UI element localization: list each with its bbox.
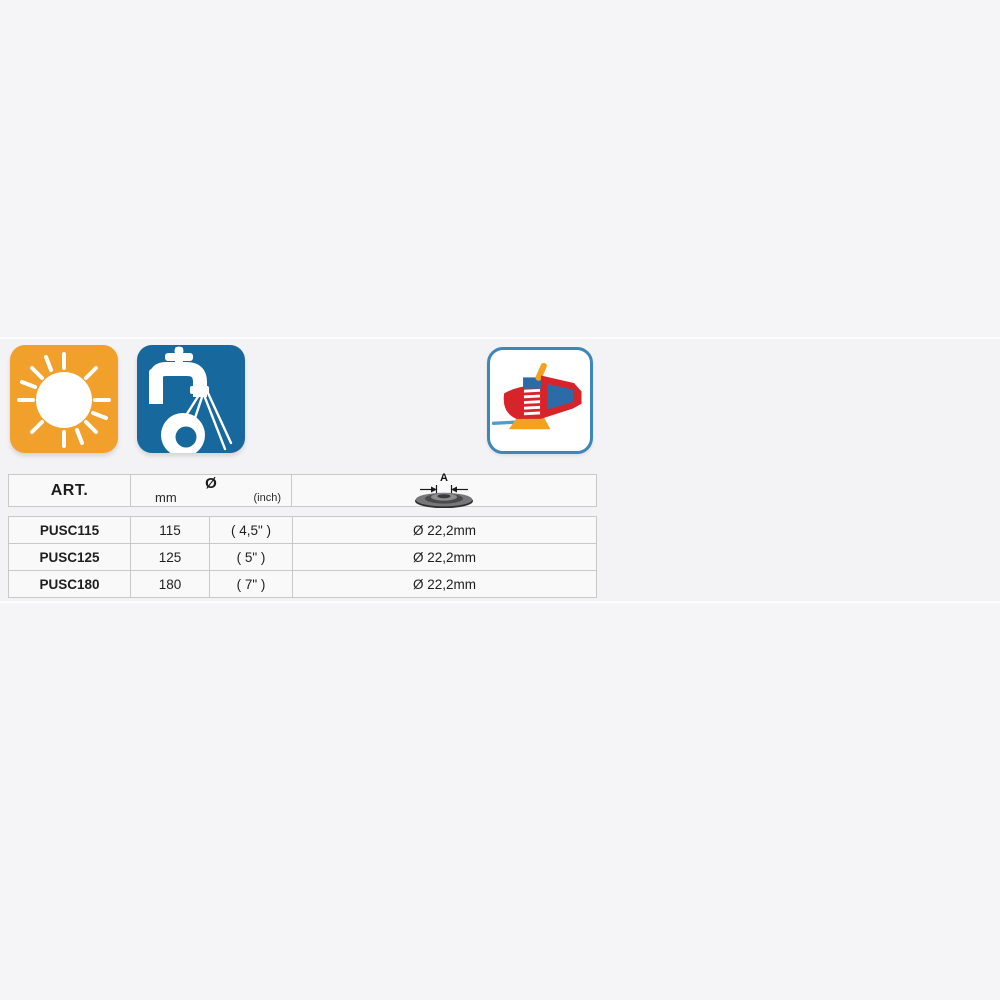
cell-mm: 125 — [131, 544, 210, 570]
header-unit-inch: (inch) — [253, 492, 281, 504]
band-separator-bottom — [0, 601, 1000, 603]
sun-icon — [10, 345, 118, 453]
cell-mm: 115 — [131, 517, 210, 543]
cell-article: PUSC125 — [9, 544, 131, 570]
header-diameter-group: Ø mm (inch) — [131, 475, 292, 506]
table-row: PUSC115 115 ( 4,5" ) Ø 22,2mm — [9, 517, 596, 543]
cell-mm: 180 — [131, 571, 210, 597]
table-row: PUSC125 125 ( 5" ) Ø 22,2mm — [9, 543, 596, 570]
sun-icon-graphic — [17, 352, 111, 448]
bore-dimension-label: A — [440, 472, 448, 484]
cell-bore: Ø 22,2mm — [412, 576, 477, 592]
water-tap-icon — [137, 345, 245, 453]
header-art: ART. — [9, 475, 131, 506]
header-unit-mm: mm — [155, 490, 177, 505]
grinding-disc-bore-diagram-icon: A — [406, 472, 482, 508]
cell-inch: ( 5" ) — [210, 544, 293, 570]
water-tap-icon-graphic — [149, 346, 233, 453]
angle-grinder-icon-graphic — [491, 362, 582, 430]
header-bore-column: A — [292, 472, 596, 508]
cell-bore: Ø 22,2mm — [412, 522, 477, 538]
spec-table-body: PUSC115 115 ( 4,5" ) Ø 22,2mm PUSC125 12… — [8, 516, 597, 598]
cell-bore: Ø 22,2mm — [412, 549, 477, 565]
table-row: PUSC180 180 ( 7" ) Ø 22,2mm — [9, 570, 596, 597]
cell-article: PUSC115 — [9, 517, 131, 543]
spec-table-header: ART. Ø mm (inch) — [8, 472, 597, 508]
cell-inch: ( 4,5" ) — [210, 517, 293, 543]
angle-grinder-icon — [487, 347, 593, 454]
header-diameter-symbol: Ø — [205, 475, 217, 492]
disc-diagram-graphic — [415, 485, 473, 508]
band-separator-top — [0, 337, 1000, 339]
cell-article: PUSC180 — [9, 571, 131, 597]
cell-inch: ( 7" ) — [210, 571, 293, 597]
